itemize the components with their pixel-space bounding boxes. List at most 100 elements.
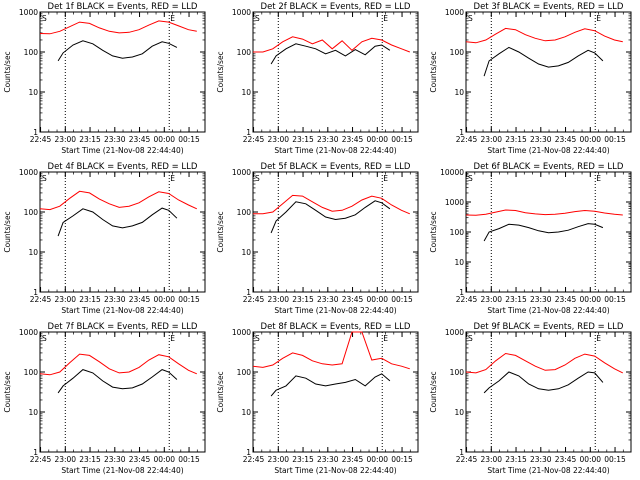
x-tick-label: 22:45 bbox=[243, 455, 265, 464]
x-tick-label: 22:45 bbox=[243, 295, 265, 304]
x-tick-label: 23:00 bbox=[54, 135, 76, 144]
x-axis-label: Start Time (21-Nov-08 22:44:40) bbox=[487, 146, 609, 155]
x-tick-label: 23:45 bbox=[555, 135, 577, 144]
y-tick-label: 1 bbox=[459, 448, 464, 457]
x-tick-label: 22:45 bbox=[456, 295, 478, 304]
chart-title: Det 6f BLACK = Events, RED = LLD bbox=[474, 162, 624, 172]
x-tick-label: 23:00 bbox=[54, 455, 76, 464]
plot-frame bbox=[252, 11, 419, 133]
lld-series-line bbox=[39, 20, 197, 35]
x-tick-label: 22:45 bbox=[456, 455, 478, 464]
x-tick-label: 00:15 bbox=[604, 295, 626, 304]
detector-panel-5: Det 5f BLACK = Events, RED = LLD 1 10 100 10… bbox=[216, 162, 419, 315]
y-axis-label: Counts/sec bbox=[429, 371, 438, 412]
y-tick-label: 100 bbox=[450, 48, 465, 57]
x-tick-label: 23:30 bbox=[530, 455, 552, 464]
y-tick-label: 10 bbox=[28, 248, 38, 257]
plot-frame bbox=[465, 331, 632, 453]
y-tick-label: 1000 bbox=[232, 168, 251, 177]
y-tick-label: 100 bbox=[237, 208, 252, 217]
x-tick-label: 00:00 bbox=[366, 135, 388, 144]
y-tick-label: 10 bbox=[241, 248, 251, 257]
plot-frame bbox=[465, 11, 632, 133]
detector-panel-8: Det 8f BLACK = Events, RED = LLD 1 10 100 10… bbox=[216, 322, 419, 475]
x-tick-label: 23:30 bbox=[530, 135, 552, 144]
lld-series-line bbox=[253, 36, 410, 53]
events-series-line bbox=[57, 40, 178, 62]
y-tick-label: 10 bbox=[28, 408, 38, 417]
y-tick-label: 1000 bbox=[232, 8, 251, 17]
x-tick-label: 23:00 bbox=[480, 135, 502, 144]
y-tick-label: 10 bbox=[454, 408, 464, 417]
x-axis-label: Start Time (21-Nov-08 22:44:40) bbox=[274, 146, 396, 155]
y-axis-label: Counts/sec bbox=[3, 211, 12, 252]
y-tick-label: 10 bbox=[241, 88, 251, 97]
x-axis-label: Start Time (21-Nov-08 22:44:40) bbox=[274, 306, 396, 315]
y-axis-label: Counts/sec bbox=[3, 371, 12, 412]
plot-frame bbox=[252, 331, 419, 453]
y-tick-label: 10000 bbox=[440, 168, 464, 177]
x-tick-label: 23:45 bbox=[342, 135, 364, 144]
events-series-line bbox=[483, 371, 604, 394]
x-tick-label: 23:45 bbox=[342, 295, 364, 304]
detector-panel-1: Det 1f BLACK = Events, RED = LLD 1 10 100 10… bbox=[3, 2, 206, 155]
x-tick-label: 00:15 bbox=[178, 135, 200, 144]
plot-frame bbox=[39, 11, 206, 133]
y-axis-label: Counts/sec bbox=[216, 211, 225, 252]
x-tick-label: 00:15 bbox=[178, 295, 200, 304]
plot-frame bbox=[465, 171, 632, 293]
x-tick-label: 23:45 bbox=[555, 295, 577, 304]
x-tick-label: 00:00 bbox=[153, 455, 175, 464]
x-tick-label: 00:15 bbox=[391, 135, 413, 144]
start-marker-label: S bbox=[255, 174, 260, 183]
y-tick-label: 1 bbox=[459, 128, 464, 137]
x-tick-label: 00:15 bbox=[391, 455, 413, 464]
y-tick-label: 1000 bbox=[445, 328, 464, 337]
chart-title: Det 3f BLACK = Events, RED = LLD bbox=[474, 2, 624, 12]
detector-panel-7: Det 7f BLACK = Events, RED = LLD 1 10 100 10… bbox=[3, 322, 206, 475]
y-axis-label: Counts/sec bbox=[216, 371, 225, 412]
end-marker-label: E bbox=[596, 174, 601, 183]
x-tick-label: 23:00 bbox=[267, 135, 289, 144]
y-tick-label: 1 bbox=[33, 448, 38, 457]
events-series-line bbox=[270, 43, 391, 65]
y-tick-label: 100 bbox=[450, 228, 465, 237]
lld-series-line bbox=[39, 190, 198, 211]
y-tick-label: 100 bbox=[450, 368, 465, 377]
events-series-line bbox=[57, 369, 178, 394]
detector-panel-2: Det 2f BLACK = Events, RED = LLD 1 10 100 10… bbox=[216, 2, 419, 155]
y-tick-label: 10 bbox=[454, 258, 464, 267]
y-tick-label: 1 bbox=[33, 288, 38, 297]
start-marker-label: S bbox=[468, 334, 473, 343]
y-tick-label: 1000 bbox=[19, 168, 38, 177]
y-tick-label: 100 bbox=[24, 48, 39, 57]
chart-title: Det 2f BLACK = Events, RED = LLD bbox=[261, 2, 411, 12]
x-tick-label: 22:45 bbox=[30, 135, 52, 144]
x-tick-label: 23:15 bbox=[79, 455, 101, 464]
events-series-line bbox=[270, 373, 391, 397]
x-tick-label: 23:30 bbox=[104, 135, 126, 144]
y-tick-label: 1 bbox=[33, 128, 38, 137]
y-tick-label: 10 bbox=[454, 88, 464, 97]
y-tick-label: 1 bbox=[246, 288, 251, 297]
x-axis-label: Start Time (21-Nov-08 22:44:40) bbox=[61, 306, 183, 315]
y-tick-label: 1000 bbox=[445, 198, 464, 207]
x-axis-label: Start Time (21-Nov-08 22:44:40) bbox=[61, 146, 183, 155]
x-tick-label: 23:00 bbox=[54, 295, 76, 304]
y-tick-label: 100 bbox=[24, 368, 39, 377]
chart-title: Det 4f BLACK = Events, RED = LLD bbox=[48, 162, 198, 172]
plot-frame bbox=[39, 171, 206, 293]
y-tick-label: 10 bbox=[28, 88, 38, 97]
x-tick-label: 23:00 bbox=[267, 295, 289, 304]
x-axis-label: Start Time (21-Nov-08 22:44:40) bbox=[487, 466, 609, 475]
lld-series-line bbox=[465, 27, 623, 44]
x-tick-label: 23:30 bbox=[317, 135, 339, 144]
y-tick-label: 100 bbox=[237, 368, 252, 377]
x-axis-label: Start Time (21-Nov-08 22:44:40) bbox=[487, 306, 609, 315]
x-tick-label: 00:00 bbox=[366, 455, 388, 464]
start-marker-label: S bbox=[255, 334, 260, 343]
x-tick-label: 23:15 bbox=[505, 135, 527, 144]
end-marker-label: E bbox=[383, 334, 388, 343]
chart-title: Det 1f BLACK = Events, RED = LLD bbox=[48, 2, 198, 12]
y-tick-label: 100 bbox=[237, 48, 252, 57]
